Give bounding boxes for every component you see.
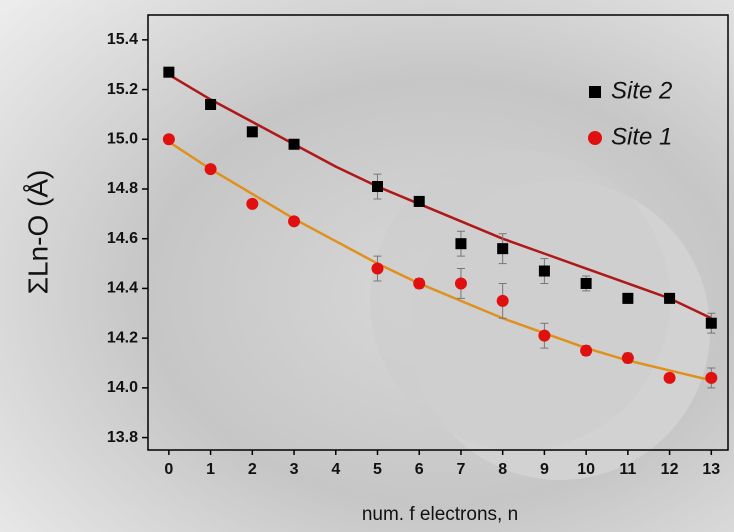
y-tick-label: 15.4 [107,31,138,48]
x-tick-label: 13 [702,461,720,478]
legend-label: Site 1 [611,123,672,150]
legend-marker [588,131,602,145]
marker [371,181,383,193]
y-tick-label: 13.8 [107,429,138,446]
x-tick-label: 8 [498,461,507,478]
marker [497,243,509,255]
x-tick-label: 9 [540,461,549,478]
x-tick-label: 7 [456,461,465,478]
marker [288,138,300,150]
y-tick-label: 14.6 [107,230,138,247]
marker [455,238,467,250]
x-tick-label: 10 [577,461,595,478]
fit-line [168,140,712,382]
y-tick-label: 14.2 [107,329,138,346]
marker [621,352,634,365]
legend-marker [589,86,601,98]
y-tick-label: 14.8 [107,180,138,197]
marker [664,292,676,304]
marker [622,292,634,304]
x-tick-label: 2 [248,461,257,478]
marker [413,277,426,290]
marker [288,215,301,228]
marker [246,197,259,210]
x-tick-label: 5 [373,461,382,478]
marker [580,277,592,289]
marker [163,66,175,78]
x-tick-label: 4 [331,461,340,478]
marker [496,294,509,307]
marker [705,371,718,384]
marker [413,195,425,207]
legend-label: Site 2 [611,77,672,104]
y-tick-label: 14.0 [107,379,138,396]
marker [205,98,217,110]
marker [162,133,175,146]
x-tick-label: 12 [661,461,679,478]
x-tick-label: 0 [164,461,173,478]
marker [705,317,717,329]
plot-frame [147,14,729,451]
x-axis-label: num. f electrons, n [362,504,518,525]
decoration [370,150,670,450]
x-tick-label: 1 [206,461,215,478]
y-axis-label: ΣLn-O (Å) [22,170,53,295]
marker [454,277,467,290]
y-tick-label: 15.0 [107,131,138,148]
x-tick-label: 11 [619,461,636,478]
y-tick-label: 14.4 [107,280,138,297]
marker [371,262,384,275]
marker [663,371,676,384]
marker [538,265,550,277]
marker [204,163,217,176]
marker [246,126,258,138]
x-tick-label: 6 [415,461,424,478]
marker [538,329,551,342]
y-tick-label: 15.2 [107,81,138,98]
marker [580,344,593,357]
x-tick-label: 3 [290,461,299,478]
fit-line [168,73,712,320]
